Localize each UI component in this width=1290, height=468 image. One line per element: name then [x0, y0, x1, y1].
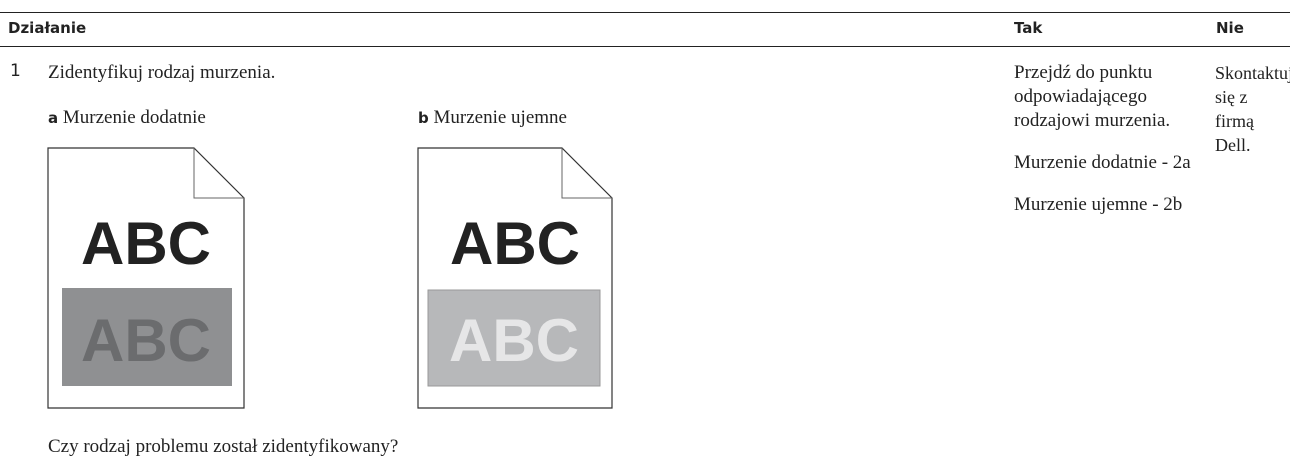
- no-text-content: Skontaktuj się z firmą Dell.: [1215, 63, 1290, 155]
- action-title: Zidentyfikuj rodzaj murzenia.: [48, 62, 276, 83]
- shaded-text: ABC: [81, 307, 211, 374]
- sample-text: ABC: [450, 210, 580, 277]
- row-number: 1: [10, 61, 21, 81]
- top-rule: [0, 12, 1290, 13]
- header-rule: [0, 46, 1290, 47]
- page-fold: [561, 148, 612, 199]
- option-label: Murzenie dodatnie: [62, 107, 206, 128]
- yes-column: Przejdź do punktu odpowiadającego rodzaj…: [1014, 61, 1204, 229]
- sample-text: ABC: [81, 210, 211, 277]
- yes-text: Przejdź do punktu odpowiadającego rodzaj…: [1014, 62, 1171, 131]
- question: Czy rodzaj problemu został zidentyfikowa…: [48, 436, 399, 457]
- page-fold: [193, 148, 244, 199]
- column-header: Tak: [1014, 19, 1043, 37]
- option: b Murzenie ujemne: [418, 106, 567, 130]
- illustration-negative: ABC ABC: [417, 147, 613, 409]
- shaded-text: ABC: [449, 307, 579, 374]
- yes-text: Murzenie dodatnie - 2a: [1014, 152, 1191, 173]
- shaded-block: [62, 288, 232, 386]
- no-text: Skontaktuj się z firmą Dell.: [1215, 61, 1290, 158]
- option-letter: b: [418, 109, 429, 127]
- illustration-positive: ABC ABC: [47, 147, 245, 409]
- yes-text: Murzenie ujemne - 2b: [1014, 194, 1183, 215]
- option-label: Murzenie ujemne: [433, 107, 567, 128]
- option: a Murzenie dodatnie: [48, 106, 206, 130]
- option-letter: a: [48, 109, 59, 127]
- column-header: Nie: [1216, 19, 1244, 37]
- shaded-block: [427, 289, 601, 387]
- column-header: Działanie: [8, 19, 87, 37]
